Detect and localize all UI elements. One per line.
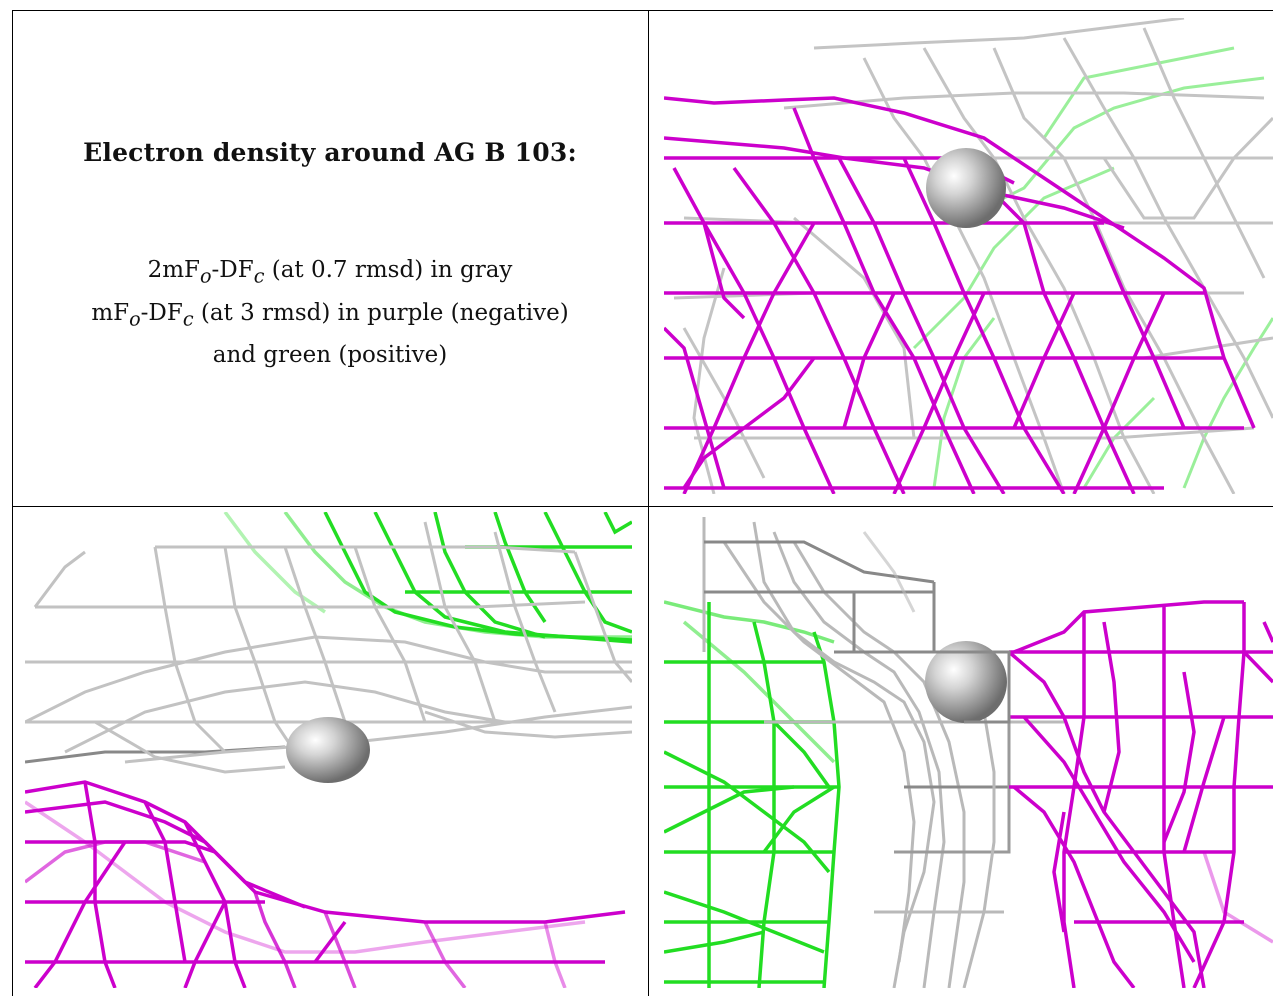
green-mesh — [912, 46, 1273, 489]
purple-mesh — [664, 96, 1256, 494]
legend-line2-sub2: c — [182, 307, 194, 331]
mesh-view-2 — [25, 512, 632, 988]
purple-mesh — [25, 780, 626, 988]
panel-bottom-left — [25, 512, 632, 988]
legend-text: 2mFo-DFc (at 0.7 rmsd) in gray mFo-DFc (… — [12, 252, 648, 373]
gray-mesh-front — [914, 650, 1011, 724]
purple-mesh — [1007, 600, 1273, 988]
caption-cell: Electron density around AG B 103: 2mFo-D… — [12, 10, 648, 506]
gray-mesh — [25, 521, 632, 774]
table-divider-vertical — [648, 10, 649, 996]
atom-sphere-icon — [286, 717, 370, 783]
legend-line1-prefix: 2mF — [147, 257, 200, 283]
gray-mesh — [702, 517, 1064, 988]
atom-sphere-icon — [925, 641, 1007, 723]
legend-line1-suffix: (at 0.7 rmsd) in gray — [264, 257, 513, 283]
legend-line1-sub2: c — [253, 264, 265, 288]
panel-bottom-right — [664, 512, 1273, 988]
figure-title: Electron density around AG B 103: — [83, 138, 577, 167]
table-border-top — [12, 10, 1273, 11]
mesh-view-3 — [664, 517, 1273, 988]
table-divider-horizontal — [12, 506, 1273, 507]
legend-line-purple: mFo-DFc (at 3 rmsd) in purple (negative) — [12, 295, 648, 338]
panel-top-right — [664, 18, 1273, 494]
legend-line2-sub1: o — [129, 307, 141, 331]
green-mesh — [664, 600, 841, 988]
atom-sphere-icon — [926, 148, 1006, 228]
legend-line2-prefix: mF — [91, 299, 130, 326]
legend-line2-mid: -DF — [140, 299, 183, 326]
legend-line-gray: 2mFo-DFc (at 0.7 rmsd) in gray — [12, 252, 648, 295]
legend-line1-sub1: o — [199, 264, 212, 288]
legend-line-green: and green (positive) — [212, 342, 448, 369]
table-border-left — [12, 10, 13, 996]
legend-line1-mid: -DF — [211, 257, 254, 283]
mesh-view-1 — [664, 18, 1273, 494]
legend-line2-suffix: (at 3 rmsd) in purple (negative) — [193, 299, 569, 326]
